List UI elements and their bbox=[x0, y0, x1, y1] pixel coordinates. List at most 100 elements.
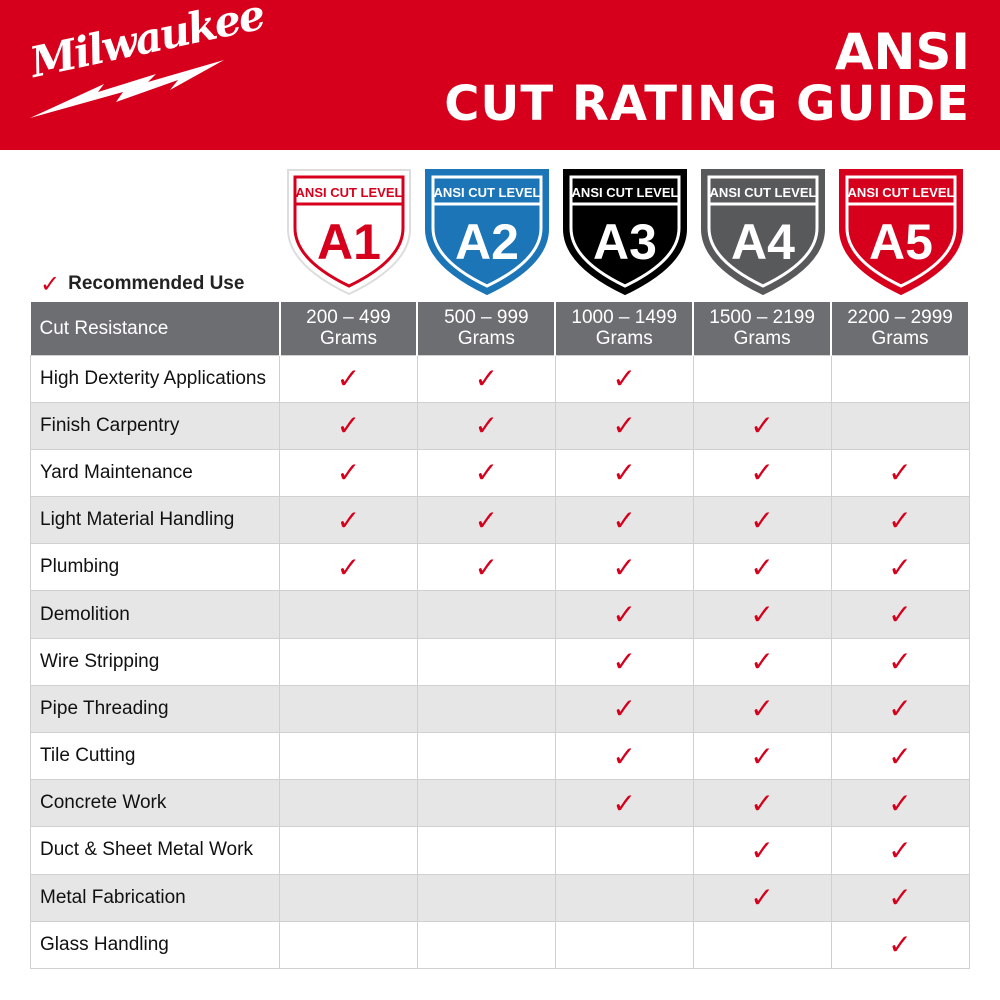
application-label: Glass Handling bbox=[30, 920, 280, 969]
check-icon: ✓ bbox=[830, 826, 970, 875]
shield-level: A3 bbox=[593, 214, 657, 270]
empty-cell bbox=[416, 590, 556, 639]
check-icon: ✓ bbox=[279, 448, 418, 498]
check-icon: ✓ bbox=[830, 496, 970, 545]
application-label: Yard Maintenance bbox=[30, 448, 280, 498]
shield-level: A5 bbox=[869, 214, 933, 270]
check-icon: ✓ bbox=[692, 826, 832, 875]
table-row: Demolition ✓ ✓ ✓ bbox=[30, 590, 970, 639]
check-icon: ✓ bbox=[554, 543, 694, 592]
application-label: Wire Stripping bbox=[30, 637, 280, 686]
level-range-header: 2200 – 2999 Grams bbox=[831, 302, 970, 355]
shield-band-label: ANSI CUT LEVEL bbox=[572, 185, 679, 200]
shield-level: A4 bbox=[731, 214, 795, 270]
check-icon: ✓ bbox=[554, 590, 694, 639]
application-label: Plumbing bbox=[30, 543, 280, 592]
empty-cell bbox=[416, 684, 556, 734]
check-icon: ✓ bbox=[279, 401, 418, 450]
range-text: 200 – 499 bbox=[306, 307, 391, 329]
lightning-bolt-icon bbox=[30, 60, 224, 118]
range-text: 1000 – 1499 bbox=[571, 307, 678, 329]
empty-cell bbox=[279, 590, 418, 639]
table-row: Pipe Threading ✓ ✓ ✓ bbox=[30, 684, 970, 734]
shield-a1: ANSI CUT LEVEL A1 bbox=[285, 167, 413, 297]
empty-cell bbox=[416, 779, 556, 828]
shield-level: A2 bbox=[455, 214, 519, 270]
application-label: Light Material Handling bbox=[30, 496, 280, 545]
check-icon: ✓ bbox=[830, 543, 970, 592]
empty-cell bbox=[692, 354, 832, 403]
check-icon: ✓ bbox=[416, 496, 556, 545]
table-row: High Dexterity Applications ✓ ✓ ✓ bbox=[30, 354, 970, 403]
table-row: Finish Carpentry ✓ ✓ ✓ ✓ bbox=[30, 401, 970, 450]
check-icon: ✓ bbox=[554, 401, 694, 450]
legend-label: Recommended Use bbox=[68, 273, 245, 294]
table-row: Metal Fabrication ✓ ✓ bbox=[30, 873, 970, 922]
check-icon: ✓ bbox=[692, 779, 832, 828]
page-title: ANSI CUT RATING GUIDE bbox=[444, 23, 970, 132]
application-label: Pipe Threading bbox=[30, 684, 280, 734]
empty-cell bbox=[279, 637, 418, 686]
check-icon: ✓ bbox=[416, 543, 556, 592]
check-icon: ✓ bbox=[830, 590, 970, 639]
unit-text: Grams bbox=[733, 328, 791, 350]
check-icon: ✓ bbox=[554, 684, 694, 734]
level-range-header: 200 – 499 Grams bbox=[279, 302, 419, 355]
range-text: 500 – 999 bbox=[444, 307, 529, 329]
check-icon: ✓ bbox=[279, 496, 418, 545]
unit-text: Grams bbox=[457, 328, 515, 350]
empty-cell bbox=[416, 731, 556, 781]
check-icon: ✓ bbox=[692, 637, 832, 686]
table-row: Wire Stripping ✓ ✓ ✓ bbox=[30, 637, 970, 686]
empty-cell bbox=[830, 354, 970, 403]
check-icon: ✓ bbox=[830, 779, 970, 828]
check-icon: ✓ bbox=[692, 496, 832, 545]
check-icon: ✓ bbox=[692, 543, 832, 592]
application-label: Finish Carpentry bbox=[30, 401, 280, 450]
shield-band-label: ANSI CUT LEVEL bbox=[434, 185, 541, 200]
empty-cell bbox=[279, 920, 418, 969]
legend: ✓ Recommended Use bbox=[40, 270, 244, 298]
empty-cell bbox=[279, 731, 418, 781]
check-icon: ✓ bbox=[279, 543, 418, 592]
check-icon: ✓ bbox=[692, 401, 832, 450]
level-range-header: 500 – 999 Grams bbox=[417, 302, 557, 355]
unit-text: Grams bbox=[871, 328, 929, 350]
check-icon: ✓ bbox=[692, 731, 832, 781]
empty-cell bbox=[416, 920, 556, 969]
application-label: High Dexterity Applications bbox=[30, 354, 280, 403]
check-icon: ✓ bbox=[40, 270, 61, 298]
range-text: 2200 – 2999 bbox=[847, 307, 953, 329]
empty-cell bbox=[830, 401, 970, 450]
table-row: Yard Maintenance ✓ ✓ ✓ ✓ ✓ bbox=[30, 448, 970, 498]
check-icon: ✓ bbox=[416, 401, 556, 450]
table-row: Light Material Handling ✓ ✓ ✓ ✓ ✓ bbox=[30, 496, 970, 545]
check-icon: ✓ bbox=[554, 779, 694, 828]
shield-a3: ANSI CUT LEVEL A3 bbox=[561, 167, 689, 297]
empty-cell bbox=[279, 873, 418, 922]
check-icon: ✓ bbox=[416, 448, 556, 498]
cut-rating-table: Cut Resistance 200 – 499 Grams 500 – 999 Gr… bbox=[30, 302, 970, 969]
check-icon: ✓ bbox=[692, 873, 832, 922]
check-icon: ✓ bbox=[830, 731, 970, 781]
table-row: Tile Cutting ✓ ✓ ✓ bbox=[30, 731, 970, 781]
application-label: Demolition bbox=[30, 590, 280, 639]
check-icon: ✓ bbox=[554, 448, 694, 498]
application-label: Tile Cutting bbox=[30, 731, 280, 781]
table-row: Glass Handling ✓ bbox=[30, 920, 970, 969]
empty-cell bbox=[554, 873, 694, 922]
shield-a4: ANSI CUT LEVEL A4 bbox=[699, 167, 827, 297]
level-range-header: 1000 – 1499 Grams bbox=[555, 302, 695, 355]
level-range-header: 1500 – 2199 Grams bbox=[693, 302, 833, 355]
check-icon: ✓ bbox=[416, 354, 556, 403]
check-icon: ✓ bbox=[830, 684, 970, 734]
empty-cell bbox=[416, 873, 556, 922]
milwaukee-logo: Milwaukee bbox=[26, 0, 268, 120]
check-icon: ✓ bbox=[554, 496, 694, 545]
shield-a5: ANSI CUT LEVEL A5 bbox=[837, 167, 965, 297]
shield-band-label: ANSI CUT LEVEL bbox=[710, 185, 817, 200]
application-label: Metal Fabrication bbox=[30, 873, 280, 922]
check-icon: ✓ bbox=[692, 590, 832, 639]
table-row: Plumbing ✓ ✓ ✓ ✓ ✓ bbox=[30, 543, 970, 592]
empty-cell bbox=[279, 684, 418, 734]
